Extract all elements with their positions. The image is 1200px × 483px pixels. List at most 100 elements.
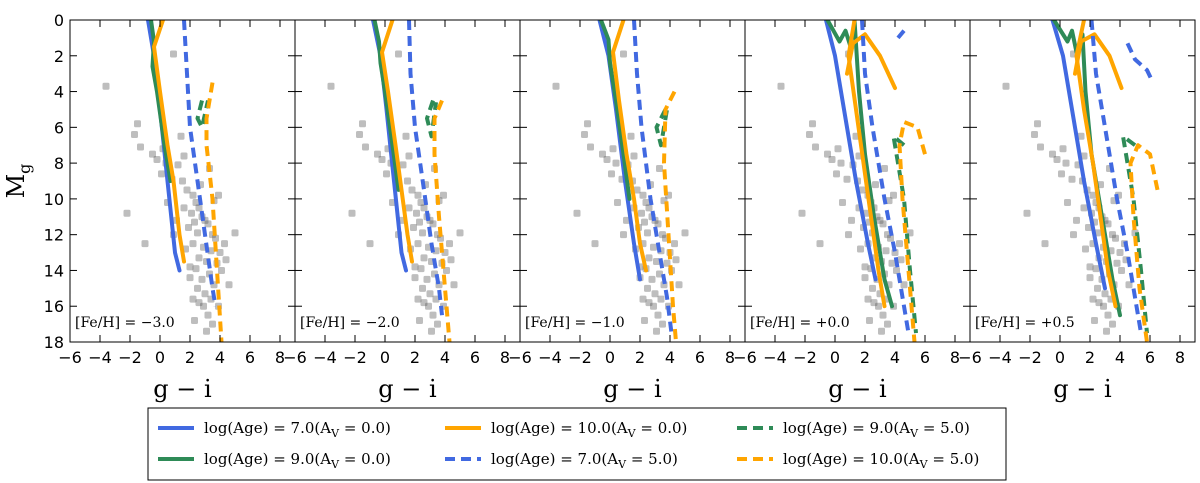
x-tick-label: 8 — [950, 348, 960, 367]
scatter-point — [608, 170, 615, 178]
y-tick-label: 14 — [44, 261, 64, 280]
scatter-point — [395, 50, 402, 58]
scatter-point — [1104, 220, 1112, 228]
isochrone-o0b — [845, 32, 897, 90]
scatter-point — [405, 204, 413, 212]
scatter-point — [882, 247, 890, 255]
scatter-point — [194, 229, 201, 237]
scatter-point — [1095, 299, 1103, 307]
scatter-point — [1073, 216, 1080, 224]
x-tick-label: 0 — [830, 348, 840, 367]
scatter-point — [630, 152, 638, 160]
scatter-point — [189, 240, 197, 248]
y-tick-label: 8 — [54, 154, 64, 173]
scatter-point — [858, 186, 866, 194]
isochrone-b5 — [1089, 20, 1143, 334]
scatter-point — [201, 290, 209, 298]
scatter-point — [573, 209, 581, 217]
metallicity-label: [Fe/H] = +0.0 — [750, 315, 850, 331]
scatter-point — [186, 274, 194, 282]
x-tick-label: 8 — [1175, 348, 1185, 367]
x-axis-label: g − i — [1053, 375, 1112, 403]
scatter-point — [416, 218, 423, 226]
scatter-point — [843, 175, 851, 183]
scatter-point — [675, 281, 683, 289]
legend-label: log(Age) = 10.0(AV = 0.0) — [491, 419, 687, 440]
scatter-point — [1089, 191, 1097, 199]
scatter-point — [672, 256, 680, 264]
scatter-point — [414, 240, 422, 248]
metallicity-label: [Fe/H] = +0.5 — [975, 315, 1075, 331]
scatter-point — [651, 290, 659, 298]
scatter-point — [1109, 320, 1116, 328]
scatter-point — [893, 266, 900, 274]
scatter-point — [654, 220, 662, 228]
scatter-point — [1064, 198, 1071, 206]
scatter-point — [204, 311, 212, 319]
scatter-point — [188, 209, 195, 217]
metallicity-label: [Fe/H] = −1.0 — [525, 315, 625, 331]
x-tick-label: 4 — [215, 348, 225, 367]
y-tick-label: 6 — [54, 118, 64, 137]
scatter-point — [174, 161, 182, 169]
isochrone-b5 — [182, 20, 218, 307]
x-axis-label: g − i — [378, 375, 437, 403]
scatter-point — [204, 220, 212, 228]
scatter-point — [446, 240, 453, 248]
x-tick-label: −4 — [763, 348, 787, 367]
scatter-point — [1053, 156, 1061, 164]
isochrone-g0 — [825, 20, 894, 309]
scatter-point — [885, 197, 893, 205]
scatter-point — [404, 177, 411, 185]
scatter-point — [614, 198, 621, 206]
isochrone-b5b — [896, 29, 906, 40]
scatter-point — [189, 295, 197, 303]
x-tick-label: 6 — [245, 348, 255, 367]
scatter-point — [231, 229, 239, 237]
scatter-point — [416, 317, 423, 325]
x-tick-label: 6 — [695, 348, 705, 367]
scatter-point — [584, 120, 591, 128]
scatter-point — [447, 256, 455, 264]
scatter-point — [881, 164, 888, 172]
isochrone-group — [371, 20, 452, 342]
x-tick-label: −2 — [118, 348, 142, 367]
scatter-point — [1049, 150, 1056, 158]
scatter-point — [659, 231, 666, 239]
scatter-point — [408, 186, 416, 194]
x-tick-label: −6 — [283, 348, 307, 367]
scatter-point — [884, 320, 891, 328]
metallicity-label: [Fe/H] = −3.0 — [75, 315, 175, 331]
scatter-point — [876, 216, 884, 224]
scatter-point — [402, 132, 410, 140]
scatter-point — [650, 302, 657, 310]
scatter-point — [641, 218, 648, 226]
scatter-group — [777, 50, 914, 335]
scatter-point — [656, 270, 663, 278]
scatter-point — [443, 266, 450, 274]
scatter-point — [411, 263, 419, 271]
scatter-point — [1109, 231, 1116, 239]
scatter-point — [1100, 302, 1107, 310]
isochrone-b5 — [632, 20, 674, 334]
scatter-point — [417, 265, 425, 273]
scatter-point — [552, 82, 560, 90]
scatter-point — [419, 229, 426, 237]
x-tick-label: 0 — [155, 348, 165, 367]
scatter-point — [1068, 175, 1076, 183]
x-tick-label: 2 — [1085, 348, 1095, 367]
scatter-point — [420, 204, 428, 212]
scatter-point — [440, 191, 447, 199]
isochrone-o5 — [897, 120, 927, 342]
y-axis-label: Mg — [2, 164, 34, 199]
scatter-point — [420, 299, 428, 307]
scatter-point — [378, 156, 386, 164]
scatter-point — [1041, 240, 1049, 248]
x-tick-label: 6 — [920, 348, 930, 367]
scatter-point — [653, 258, 660, 265]
scatter-point — [599, 150, 606, 158]
scatter-point — [1059, 145, 1067, 153]
scatter-point — [425, 302, 432, 310]
isochrone-g0 — [1052, 20, 1122, 318]
